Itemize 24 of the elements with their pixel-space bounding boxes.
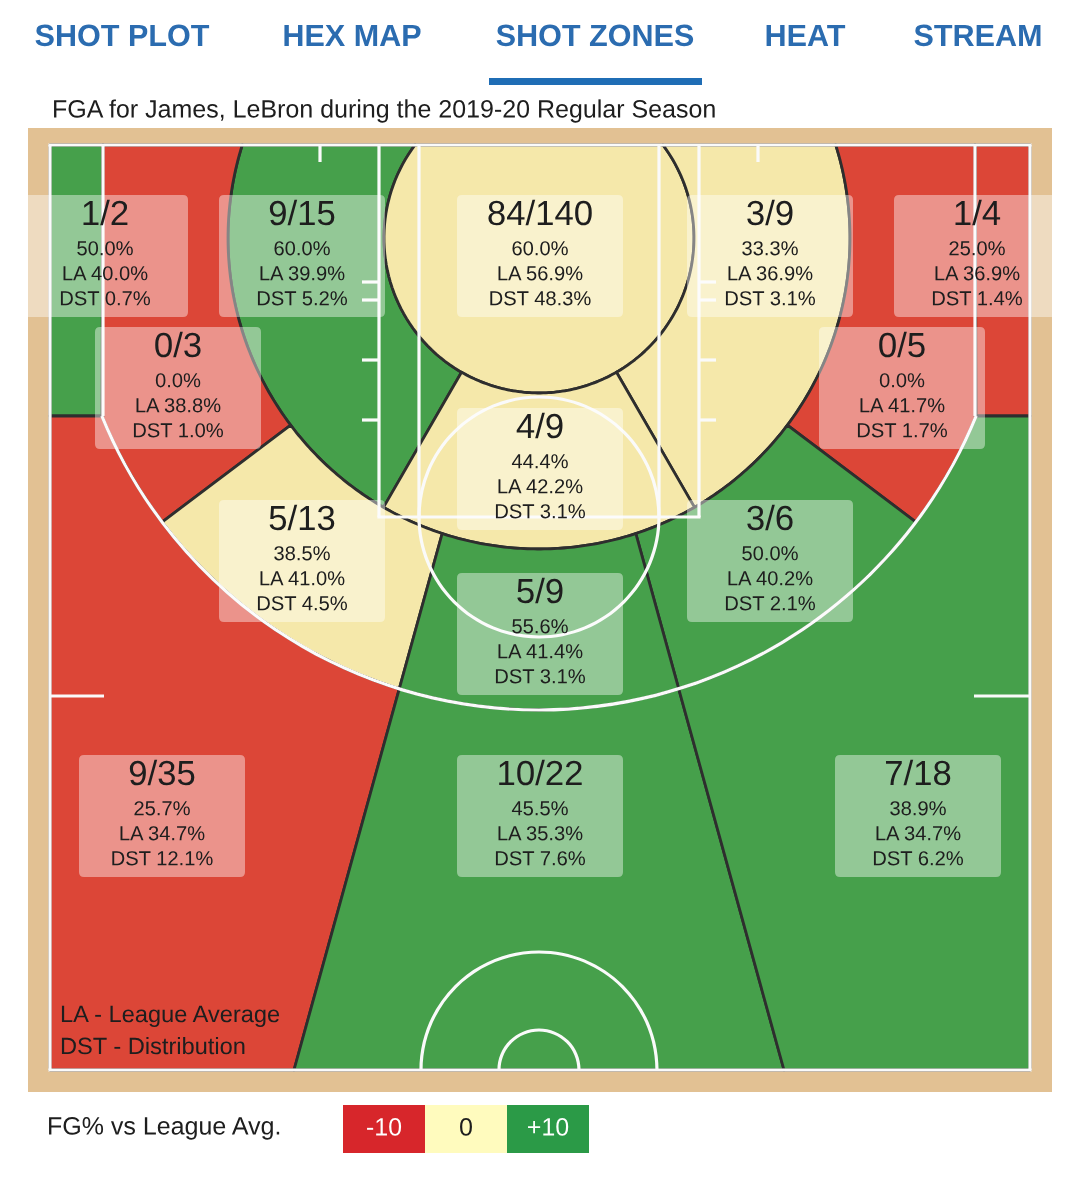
data-label: 7/18 38.9% LA 34.7% DST 6.2% [873, 759, 963, 866]
data-label: 9/35 25.7% LA 34.7% DST 12.1% [112, 759, 213, 866]
category-label: 0 [460, 1118, 472, 1136]
text: SHOT PLOT [35, 24, 210, 47]
category-label: -10 [367, 1118, 402, 1136]
data-label: 84/140 60.0% LA 56.9% DST 48.3% [488, 199, 592, 306]
text: DST - Distribution [61, 1036, 245, 1055]
text: FGA for James, LeBron during the 2019-20 Regular Season [54, 99, 715, 123]
data-label: 4/9 44.4% LA 42.2% DST 3.1% [495, 412, 585, 519]
text: LA - League Average [61, 1005, 280, 1028]
data-label: 5/13 38.5% LA 41.0% DST 4.5% [257, 504, 347, 611]
text: HEAT [766, 24, 846, 46]
data-label: 10/22 45.5% LA 35.3% DST 7.6% [495, 759, 585, 866]
text: SHOT ZONES [496, 24, 694, 47]
data-label: 9/15 60.0% LA 39.9% DST 5.2% [257, 199, 347, 306]
text: HEX MAP [284, 24, 421, 46]
data-label: 3/9 33.3% LA 36.9% DST 3.1% [725, 199, 815, 306]
data-label: 0/5 0.0% LA 41.7% DST 1.7% [857, 331, 947, 438]
legend-title: FG% vs League Avg. [49, 1117, 280, 1140]
data-label: 3/6 50.0% LA 40.2% DST 2.1% [725, 504, 815, 611]
text: STREAM [914, 24, 1041, 47]
data-label: 0/3 0.0% LA 38.8% DST 1.0% [133, 331, 223, 438]
data-label: 5/9 55.6% LA 41.4% DST 3.1% [495, 577, 585, 684]
category-label: +10 [528, 1118, 569, 1136]
